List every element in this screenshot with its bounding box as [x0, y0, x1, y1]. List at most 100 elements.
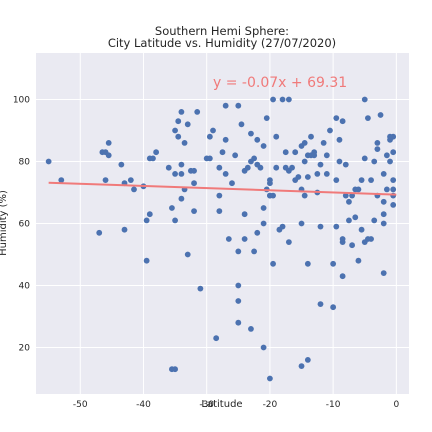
data-point: [267, 375, 273, 382]
data-point: [222, 136, 229, 143]
data-point: [251, 248, 258, 255]
y-axis-label: Humidity (%): [0, 190, 9, 256]
data-point: [390, 177, 397, 184]
data-point: [304, 357, 311, 363]
data-point: [368, 177, 374, 184]
x-tick-labels: -50 -40 -30 -20 -10 0: [73, 400, 400, 410]
data-point: [206, 155, 213, 162]
data-point: [143, 257, 150, 264]
data-point: [235, 282, 242, 289]
data-point: [285, 239, 292, 246]
data-point: [178, 171, 185, 177]
data-point: [184, 251, 191, 258]
data-point: [339, 118, 346, 125]
x-tick-label: -30: [199, 400, 214, 410]
data-point: [336, 158, 343, 165]
data-point: [317, 161, 324, 168]
data-point: [380, 171, 387, 177]
data-point: [361, 155, 368, 162]
data-point: [102, 177, 109, 184]
data-point: [222, 102, 229, 109]
data-point: [346, 217, 352, 224]
data-point: [216, 192, 223, 199]
data-point: [191, 167, 197, 174]
data-point: [229, 180, 235, 187]
data-point: [380, 211, 387, 218]
data-point: [317, 301, 324, 307]
data-point: [273, 164, 280, 171]
y-tick-label: 40: [19, 282, 31, 292]
data-point: [235, 102, 242, 109]
data-point: [270, 260, 276, 267]
data-point: [336, 136, 343, 143]
regression-line: [48, 181, 397, 196]
data-point: [355, 257, 362, 264]
data-point: [279, 223, 286, 230]
data-point: [260, 344, 267, 351]
x-tick-label: -20: [263, 400, 278, 410]
data-point: [260, 143, 267, 149]
data-point: [194, 109, 201, 115]
data-point: [342, 161, 349, 168]
data-point: [323, 171, 330, 177]
data-point: [235, 319, 242, 326]
data-point: [387, 158, 393, 165]
data-point: [383, 152, 390, 159]
data-point: [175, 118, 182, 125]
data-point: [368, 236, 374, 242]
data-point: [96, 229, 103, 236]
data-point: [213, 335, 220, 342]
data-point: [308, 133, 314, 140]
data-point: [254, 229, 261, 236]
data-point: [292, 149, 299, 156]
data-point: [181, 140, 188, 146]
x-axis-label: Latitude: [201, 399, 242, 410]
data-point: [260, 205, 267, 211]
data-point: [358, 226, 365, 233]
data-point: [333, 177, 340, 184]
data-point: [374, 140, 381, 146]
data-point: [235, 248, 242, 255]
data-point: [330, 304, 337, 311]
data-point: [172, 171, 178, 177]
data-point: [216, 208, 223, 215]
data-point: [251, 155, 258, 162]
x-tick-label: 0: [393, 400, 399, 410]
data-point: [371, 158, 378, 165]
data-point: [390, 133, 397, 140]
data-point: [352, 214, 359, 221]
data-point: [216, 164, 223, 171]
data-point: [282, 149, 289, 156]
data-point: [380, 270, 387, 276]
data-point: [342, 192, 349, 199]
data-point: [169, 205, 175, 211]
y-tick-label: 20: [19, 344, 31, 354]
data-point: [323, 152, 330, 159]
data-point: [295, 174, 302, 180]
data-point: [339, 239, 346, 246]
data-point: [314, 171, 321, 177]
data-point: [273, 133, 280, 140]
data-point: [355, 186, 362, 193]
data-point: [361, 96, 368, 103]
data-point: [257, 164, 264, 171]
data-point: [304, 260, 311, 267]
grid-lines: [36, 53, 409, 394]
data-point: [304, 174, 311, 180]
x-tick-label: -40: [136, 400, 151, 410]
data-point: [390, 186, 397, 193]
data-point: [285, 96, 292, 103]
data-point: [127, 177, 134, 184]
data-point: [358, 177, 365, 184]
data-point: [178, 195, 185, 202]
y-tick-labels: 20 40 60 80 100: [13, 96, 30, 354]
regression-equation: y = -0.07x + 69.31: [213, 75, 347, 91]
data-point: [191, 180, 197, 187]
data-point: [165, 164, 172, 171]
chart-title-line-1: Southern Hemi Sphere:: [155, 24, 289, 38]
data-point: [254, 136, 261, 143]
data-point: [172, 127, 178, 134]
y-tick-label: 100: [13, 96, 30, 106]
data-point: [320, 140, 327, 146]
